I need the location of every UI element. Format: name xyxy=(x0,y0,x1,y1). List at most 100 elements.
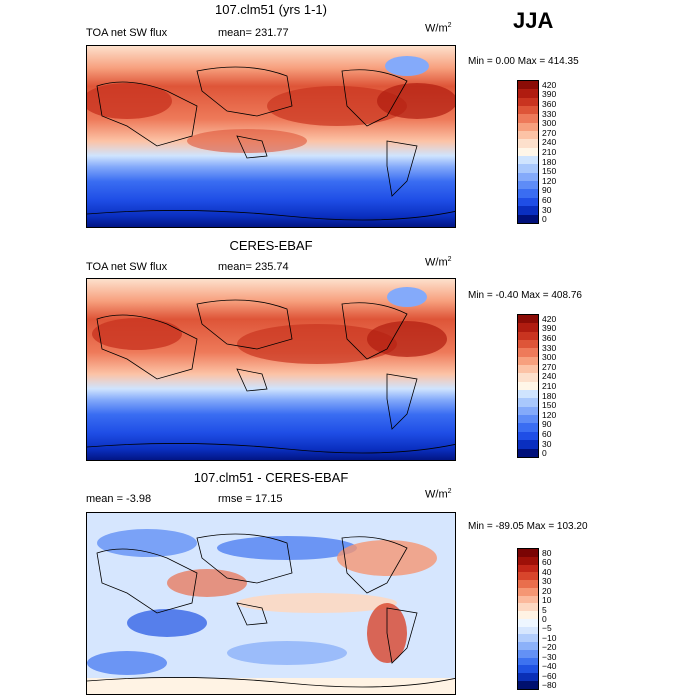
colorbar-tick-label: 30 xyxy=(542,204,552,215)
colorbar-tick-label: 420 xyxy=(542,79,557,90)
colorbar-swatch xyxy=(518,97,538,107)
panel3-title: 107.clm51 - CERES-EBAF xyxy=(193,470,349,485)
panel1-minmax: Min = 0.00 Max = 414.35 xyxy=(468,56,579,67)
colorbar-tick-label: 420 xyxy=(542,313,557,324)
colorbar-tick-label: −40 xyxy=(542,661,557,672)
panel1-map-field xyxy=(87,46,455,227)
colorbar-swatch xyxy=(518,556,538,565)
colorbar-swatch xyxy=(518,564,538,573)
panel2-mean: mean= 235.74 xyxy=(218,261,289,273)
colorbar-swatch xyxy=(518,634,538,643)
panel2-title: CERES-EBAF xyxy=(229,238,313,253)
panel1-map xyxy=(86,45,456,228)
colorbar-swatch xyxy=(518,214,538,223)
panel1-units: W/m2 xyxy=(425,22,452,35)
colorbar-tick-label: 0 xyxy=(542,614,547,624)
colorbar-tick-label: 300 xyxy=(542,118,557,129)
colorbar-tick-label: 210 xyxy=(542,147,557,157)
colorbar-swatch xyxy=(518,356,538,366)
colorbar-tick-label: 40 xyxy=(542,566,552,577)
colorbar-swatch xyxy=(518,172,538,182)
colorbar-swatch xyxy=(518,681,538,689)
colorbar-tick-label: 180 xyxy=(542,156,557,167)
colorbar-swatch xyxy=(518,649,538,658)
colorbar-tick-label: 330 xyxy=(542,108,557,119)
colorbar-tick-label: 90 xyxy=(542,419,552,430)
colorbar-swatch xyxy=(518,665,538,674)
colorbar-swatch xyxy=(518,197,538,207)
colorbar-tick-label: 390 xyxy=(542,323,557,334)
colorbar-swatch xyxy=(518,156,538,165)
colorbar-swatch xyxy=(518,642,538,650)
panel2-colorbar xyxy=(517,314,539,458)
colorbar-tick-label: 5 xyxy=(542,604,547,615)
colorbar-swatch xyxy=(518,181,538,190)
colorbar-swatch xyxy=(518,431,538,441)
colorbar-swatch xyxy=(518,626,538,635)
colorbar-swatch xyxy=(518,365,538,374)
colorbar-swatch xyxy=(518,122,538,132)
season-label: JJA xyxy=(513,8,554,33)
colorbar-tick-label: 150 xyxy=(542,166,557,177)
colorbar-tick-label: −20 xyxy=(542,642,557,653)
colorbar-swatch xyxy=(518,595,538,604)
colorbar-tick-label: 210 xyxy=(542,381,557,391)
colorbar-swatch xyxy=(518,206,538,215)
colorbar-tick-label: 80 xyxy=(542,547,552,558)
colorbar-swatch xyxy=(518,587,538,596)
colorbar-swatch xyxy=(518,373,538,382)
colorbar-swatch xyxy=(518,549,538,557)
colorbar-swatch xyxy=(518,440,538,449)
colorbar-swatch xyxy=(518,398,538,407)
colorbar-swatch xyxy=(518,164,538,173)
colorbar-tick-label: 240 xyxy=(542,371,557,382)
colorbar-swatch xyxy=(518,448,538,457)
colorbar-tick-label: −30 xyxy=(542,651,557,662)
panel2-map xyxy=(86,278,456,461)
colorbar-swatch xyxy=(518,315,538,324)
colorbar-swatch xyxy=(518,415,538,424)
panel1-mean: mean= 231.77 xyxy=(218,27,289,39)
colorbar-swatch xyxy=(518,114,538,123)
panel2-minmax: Min = -0.40 Max = 408.76 xyxy=(468,290,582,301)
colorbar-tick-label: 0 xyxy=(542,214,547,225)
colorbar-tick-label: 60 xyxy=(542,195,552,205)
colorbar-tick-label: 90 xyxy=(542,185,552,196)
colorbar-tick-label: 30 xyxy=(542,576,552,587)
colorbar-tick-label: 240 xyxy=(542,137,557,148)
colorbar-swatch xyxy=(518,81,538,90)
colorbar-swatch xyxy=(518,657,538,666)
colorbar-swatch xyxy=(518,189,538,198)
colorbar-tick-label: 60 xyxy=(542,557,552,568)
panel1-colorbar xyxy=(517,80,539,224)
colorbar-tick-label: 360 xyxy=(542,333,557,343)
panel2-map-field xyxy=(87,279,455,460)
panel2-units: W/m2 xyxy=(425,256,452,269)
colorbar-tick-label: 120 xyxy=(542,175,557,186)
colorbar-tick-label: −5 xyxy=(542,623,552,634)
colorbar-swatch xyxy=(518,611,538,619)
colorbar-swatch xyxy=(518,340,538,349)
panel1-field-label: TOA net SW flux xyxy=(86,27,168,39)
colorbar-swatch xyxy=(518,331,538,341)
colorbar-swatch xyxy=(518,381,538,391)
panel2-field-label: TOA net SW flux xyxy=(86,261,168,273)
colorbar-tick-label: 30 xyxy=(542,438,552,449)
colorbar-tick-label: 20 xyxy=(542,585,552,596)
colorbar-swatch xyxy=(518,390,538,399)
colorbar-tick-label: 270 xyxy=(542,361,557,372)
colorbar-swatch xyxy=(518,106,538,115)
colorbar-tick-label: 360 xyxy=(542,99,557,109)
colorbar-swatch xyxy=(518,147,538,157)
colorbar-swatch xyxy=(518,348,538,357)
colorbar-swatch xyxy=(518,603,538,612)
colorbar-swatch xyxy=(518,139,538,148)
panel3-colorbar xyxy=(517,548,539,690)
colorbar-swatch xyxy=(518,406,538,416)
panel1-title: 107.clm51 (yrs 1-1) xyxy=(215,2,327,17)
colorbar-swatch xyxy=(518,423,538,432)
colorbar-tick-label: 60 xyxy=(542,429,552,439)
colorbar-tick-label: −80 xyxy=(542,680,557,691)
colorbar-swatch xyxy=(518,89,538,98)
colorbar-tick-label: 390 xyxy=(542,89,557,100)
